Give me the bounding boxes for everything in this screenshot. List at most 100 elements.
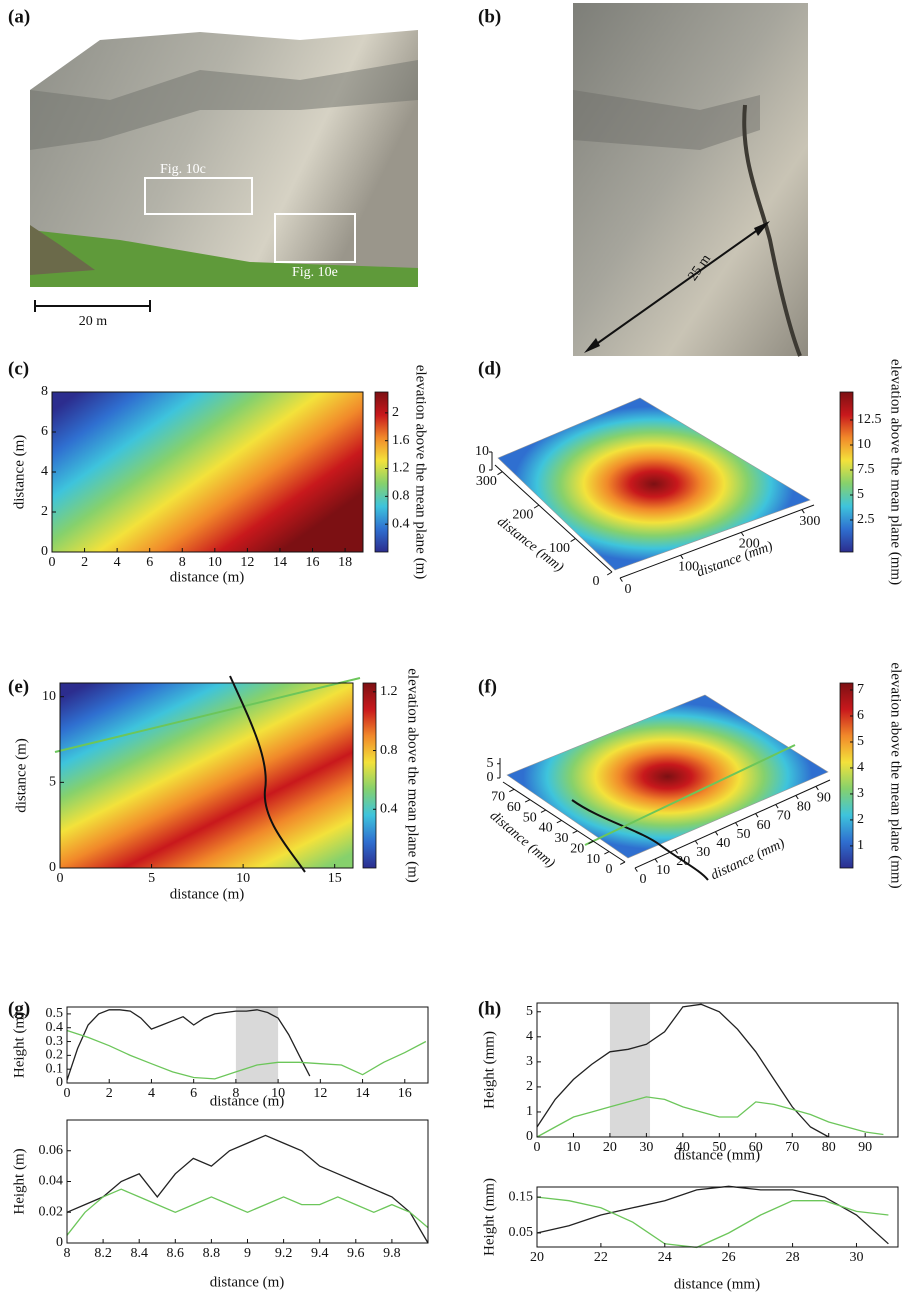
x-tick-label: 10	[566, 1140, 580, 1155]
z-tick-label: 10	[475, 444, 489, 459]
y-axis	[502, 781, 626, 863]
x-tick-label: 18	[338, 555, 352, 570]
colorbar-tick-label: 0.8	[380, 743, 398, 758]
x-tick-label: 0	[64, 1086, 71, 1101]
y-axis-title: distance (m)	[13, 738, 29, 813]
x-tick-label: 14	[356, 1086, 370, 1101]
x-tick-label: 6	[146, 555, 153, 570]
colorbar	[839, 391, 854, 553]
colorbar	[839, 682, 854, 869]
x-tick-label: 30	[639, 1140, 653, 1155]
x-tick-label: 16	[306, 555, 320, 570]
x-tick-label: 100	[678, 559, 699, 574]
x-tick-label: 8	[64, 1246, 71, 1261]
colorbar-tick-label: 5	[857, 734, 864, 749]
elevation-map	[60, 683, 353, 868]
colorbar	[362, 682, 377, 869]
y-tick-label: 100	[549, 541, 570, 556]
y-tick-label: 0.1	[46, 1061, 64, 1076]
x-axis-title: distance (mm)	[674, 1147, 760, 1163]
box-label: Fig. 10e	[292, 265, 338, 280]
y-axis-title: Height (mm)	[481, 1178, 497, 1256]
x-tick-label: 0	[625, 582, 632, 597]
colorbar-tick-label: 1.2	[380, 684, 398, 699]
x-tick-label: 30	[696, 845, 710, 860]
y-tick-label: 10	[42, 689, 56, 704]
x-tick-label: 8.2	[94, 1246, 112, 1261]
colorbar-tick-label: 1.6	[392, 433, 410, 448]
region-box	[274, 213, 356, 263]
y-tick-label: 0	[56, 1235, 63, 1250]
x-tick-label: 50	[712, 1140, 726, 1155]
y-tick-label: 200	[512, 507, 533, 522]
y-tick-label: 0.06	[39, 1143, 64, 1158]
y-tick-label: 30	[554, 831, 568, 846]
y-tick	[509, 788, 515, 793]
x-tick-label: 200	[739, 537, 760, 552]
panel-label: (b)	[478, 6, 501, 27]
x-tick-label: 5	[148, 871, 155, 886]
profile-line	[54, 677, 361, 753]
colorbar-tick-label: 10	[857, 437, 871, 452]
profile-line	[584, 744, 796, 846]
panel-label: (c)	[8, 358, 29, 379]
x-tick-label: 24	[658, 1250, 672, 1265]
x-tick	[735, 822, 739, 827]
x-tick	[654, 858, 658, 863]
y-tick-label: 4	[41, 464, 48, 479]
y-tick-label: 0.02	[39, 1204, 64, 1219]
colorbar-tick-label: 2.5	[857, 512, 875, 527]
x-tick-label: 9	[244, 1246, 251, 1261]
y-tick	[540, 809, 547, 813]
x-tick-label: 10	[656, 863, 670, 878]
y-tick-label: 0.05	[509, 1225, 534, 1240]
colorbar-tick-label: 2	[857, 812, 864, 827]
x-tick-label: 0	[534, 1140, 541, 1155]
x-tick	[619, 577, 623, 582]
profile-line	[571, 799, 709, 881]
plot-frame	[59, 682, 354, 869]
x-axis-title: distance (m)	[170, 886, 245, 902]
x-tick	[775, 804, 779, 809]
x-tick-label: 40	[716, 836, 730, 851]
colorbar-tick-label: 2	[392, 405, 399, 420]
x-axis	[634, 779, 831, 869]
y-tick-label: 20	[570, 841, 584, 856]
y-tick-label: 0	[49, 860, 56, 875]
x-tick-label: 4	[114, 555, 121, 570]
x-axis	[619, 504, 815, 579]
colorbar-label: elevation above the mean plane (m)	[405, 668, 421, 883]
x-tick	[795, 795, 799, 800]
y-tick-label: 0.2	[46, 1048, 64, 1063]
x-tick-label: 22	[594, 1250, 608, 1265]
panel-label: (g)	[8, 998, 30, 1019]
x-tick-label: 80	[822, 1140, 836, 1155]
y-axis-title: distance (m)	[11, 435, 27, 510]
y-axis-title: Height (m)	[11, 1012, 27, 1078]
x-tick-label: 12	[240, 555, 254, 570]
y-tick-label: 2	[526, 1079, 533, 1094]
elevation-surface	[497, 397, 811, 571]
plot-frame	[536, 1002, 899, 1138]
y-tick	[619, 861, 626, 865]
colorbar-tick-label: 1.2	[392, 461, 410, 476]
x-tick-label: 10	[271, 1086, 285, 1101]
profile-line	[536, 1185, 889, 1245]
colorbar-tick-label: 7.5	[857, 462, 875, 477]
colorbar-tick-label: 6	[857, 708, 864, 723]
x-axis-title: distance (m)	[170, 569, 245, 585]
colorbar-tick-label: 0.4	[380, 801, 398, 816]
x-tick	[714, 831, 719, 836]
x-tick-label: 40	[676, 1140, 690, 1155]
y-tick-label: 40	[539, 821, 553, 836]
highlight-band	[609, 1003, 651, 1137]
x-tick-label: 8	[179, 555, 186, 570]
profile-line	[536, 1196, 889, 1249]
x-tick	[815, 786, 819, 791]
y-axis	[494, 464, 613, 573]
x-tick-label: 70	[777, 809, 791, 824]
y-tick	[606, 571, 613, 576]
x-tick-label: 2	[106, 1086, 113, 1101]
x-tick-label: 60	[757, 818, 771, 833]
